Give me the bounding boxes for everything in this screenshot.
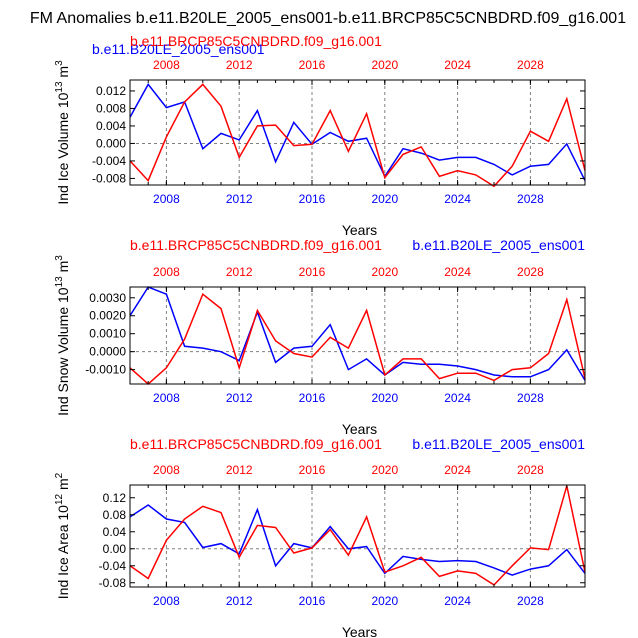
y-tick-label: 0.0000 xyxy=(89,345,126,359)
x-tick-label-bottom: 2024 xyxy=(444,192,471,206)
y-tick-label: -0.008 xyxy=(92,171,126,185)
x-tick-label-bottom: 2020 xyxy=(371,391,398,405)
x-tick-label-bottom: 2028 xyxy=(517,391,544,405)
x-tick-label-top: 2016 xyxy=(299,58,326,72)
plot-frame xyxy=(129,79,586,186)
y-tick-label: 0.0030 xyxy=(89,291,126,305)
y-tick-label: -0.0010 xyxy=(85,363,126,377)
x-tick-label-bottom: 2020 xyxy=(371,594,398,608)
y-tick-label: 0.08 xyxy=(103,508,127,522)
y-axis-label: Ind Ice Volume 1013 m3 xyxy=(54,60,71,205)
x-tick-label-bottom: 2020 xyxy=(371,192,398,206)
x-tick-label-top: 2008 xyxy=(153,265,180,279)
y-tick-label: -0.08 xyxy=(99,576,127,590)
x-tick-label-top: 2020 xyxy=(371,58,398,72)
x-tick-label-top: 2020 xyxy=(371,463,398,477)
y-tick-label: 0.04 xyxy=(103,525,127,539)
y-tick-label: 0.0010 xyxy=(89,327,126,341)
y-tick-label: 0.008 xyxy=(96,101,126,115)
label-blue-run: b.e11.B20LE_2005_ens001 xyxy=(412,237,585,253)
figure-title: FM Anomalies b.e11.B20LE_2005_ens001-b.e… xyxy=(30,10,626,27)
x-tick-label-top: 2024 xyxy=(444,265,471,279)
panel-snow-volume: 2008 2008 2012 2012 2016 2016 2020 2020 2024 2024… xyxy=(54,237,586,437)
x-tick-label-top: 2012 xyxy=(226,58,253,72)
x-tick-label-top: 2008 xyxy=(153,463,180,477)
x-tick-label-bottom: 2008 xyxy=(153,594,180,608)
x-tick-label-top: 2028 xyxy=(517,265,544,279)
series-line-blue xyxy=(129,286,586,381)
x-tick-label-bottom: 2024 xyxy=(444,594,471,608)
plot-frame xyxy=(129,286,586,385)
x-tick-label-top: 2020 xyxy=(371,265,398,279)
series-line-red xyxy=(129,292,586,386)
plot-frame xyxy=(129,484,586,588)
y-tick-label: 0.000 xyxy=(96,136,126,150)
x-tick-label-top: 2028 xyxy=(517,463,544,477)
x-tick-label-bottom: 2016 xyxy=(299,594,326,608)
x-tick-label-top: 2012 xyxy=(226,463,253,477)
label-blue-run: b.e11.B20LE_2005_ens001 xyxy=(92,41,265,57)
y-tick-label: 0.12 xyxy=(103,491,127,505)
x-tick-label-top: 2024 xyxy=(444,463,471,477)
x-tick-label-bottom: 2008 xyxy=(153,391,180,405)
x-axis-label: Years xyxy=(342,222,377,238)
y-tick-label: 0.004 xyxy=(96,119,126,133)
series-line-red xyxy=(129,485,586,586)
x-axis-label: Years xyxy=(342,624,377,638)
x-tick-label-bottom: 2028 xyxy=(517,594,544,608)
x-tick-label-bottom: 2016 xyxy=(299,192,326,206)
x-tick-label-top: 2016 xyxy=(299,463,326,477)
y-axis-label: Ind Snow Volume 1013 m3 xyxy=(54,255,71,416)
x-tick-label-top: 2012 xyxy=(226,265,253,279)
label-red-run: b.e11.BRCP85C5CNBDRD.f09_g16.001 xyxy=(130,33,382,49)
y-tick-label: 0.0020 xyxy=(89,309,126,323)
panel-ice-volume: 2008 2008 2012 2012 2016 2016 2020 2020 2024 2024… xyxy=(54,33,586,238)
label-red-run: b.e11.BRCP85C5CNBDRD.f09_g16.001 xyxy=(130,237,382,253)
x-tick-label-bottom: 2016 xyxy=(299,391,326,405)
y-tick-label: -0.004 xyxy=(92,154,126,168)
x-tick-label-bottom: 2012 xyxy=(226,594,253,608)
x-axis-label: Years xyxy=(342,421,377,437)
series-line-red xyxy=(129,83,586,188)
x-tick-label-top: 2028 xyxy=(517,58,544,72)
x-tick-label-bottom: 2008 xyxy=(153,192,180,206)
y-tick-label: -0.04 xyxy=(99,559,127,573)
x-tick-label-bottom: 2012 xyxy=(226,391,253,405)
series-line-blue xyxy=(129,504,586,576)
x-tick-label-top: 2008 xyxy=(153,58,180,72)
y-axis-label: Ind Ice Area 1012 m2 xyxy=(54,472,71,599)
x-tick-label-bottom: 2024 xyxy=(444,391,471,405)
y-tick-label: 0.00 xyxy=(103,542,127,556)
label-red-run: b.e11.BRCP85C5CNBDRD.f09_g16.001 xyxy=(130,436,382,452)
y-tick-label: 0.012 xyxy=(96,84,126,98)
x-tick-label-bottom: 2012 xyxy=(226,192,253,206)
x-tick-label-bottom: 2028 xyxy=(517,192,544,206)
series-line-blue xyxy=(129,83,586,181)
x-tick-label-top: 2016 xyxy=(299,265,326,279)
x-tick-label-top: 2024 xyxy=(444,58,471,72)
label-blue-run: b.e11.B20LE_2005_ens001 xyxy=(412,436,585,452)
panel-ice-area: 2008 2008 2012 2012 2016 2016 2020 2020 2024 2024… xyxy=(54,436,586,638)
